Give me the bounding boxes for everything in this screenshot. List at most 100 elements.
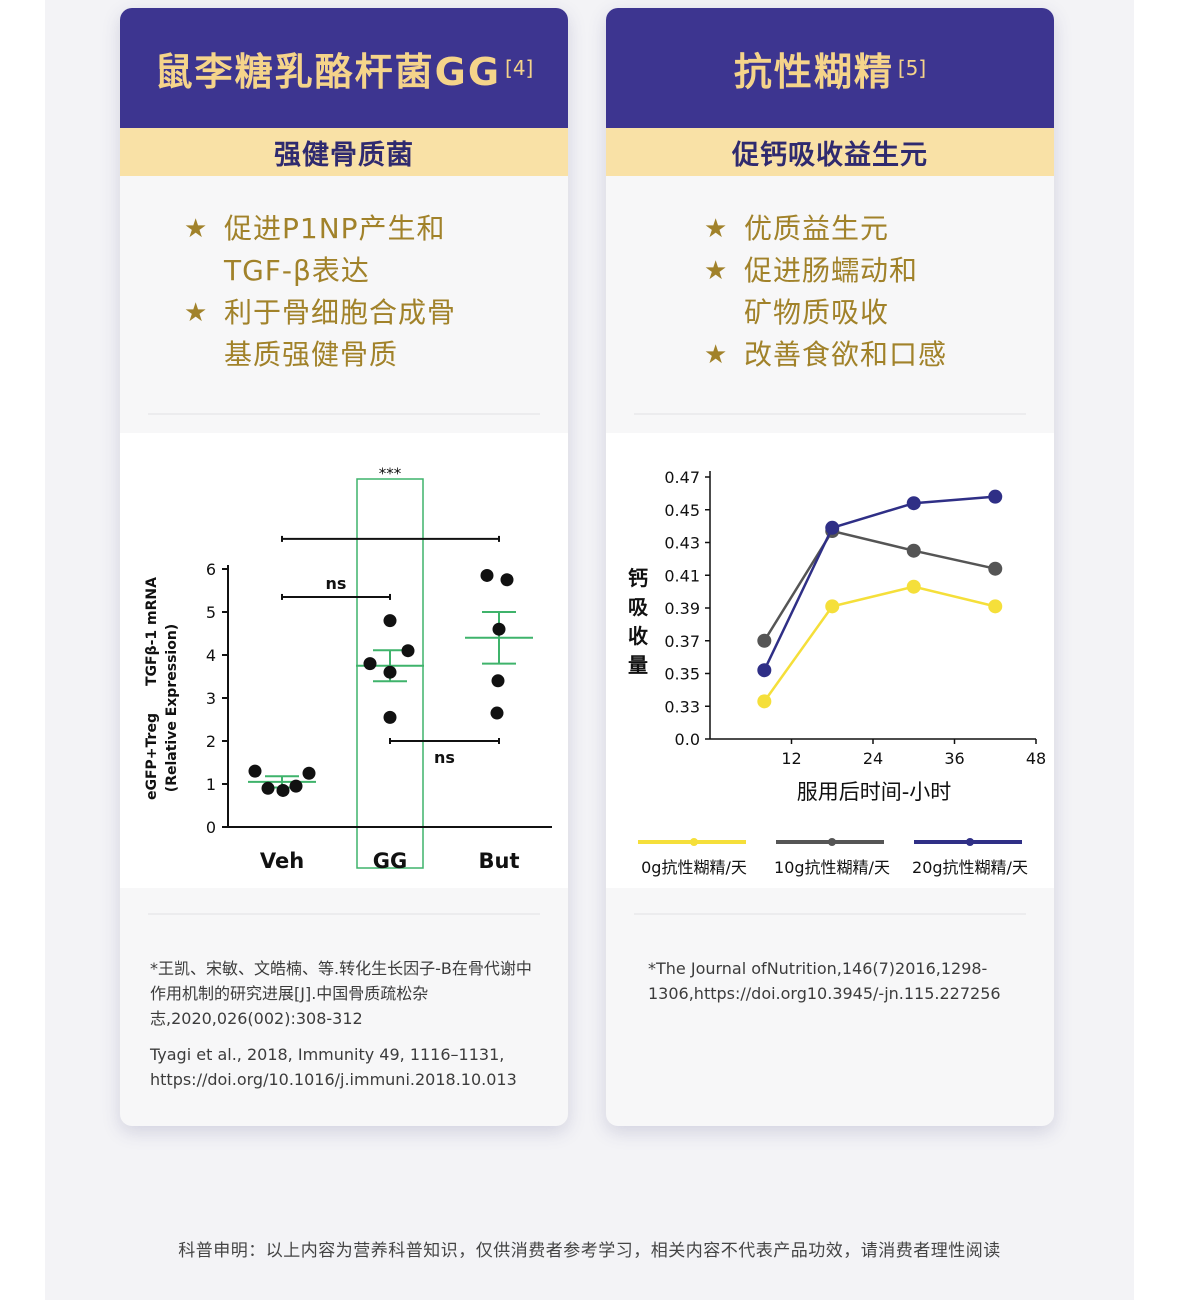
series-line [763, 585, 996, 703]
y-tick-label: 0.37 [664, 632, 700, 651]
y-tick-label: 0.33 [664, 697, 700, 716]
data-point [500, 573, 514, 587]
data-point [383, 665, 397, 679]
y-axis-label-char: 量 [628, 653, 648, 677]
y-tick-label: 0.0 [675, 730, 700, 749]
data-point [491, 674, 505, 688]
benefit-item: ★ 利于骨细胞合成骨 基质强健骨质 [184, 292, 568, 376]
data-point [480, 568, 494, 582]
y-tick-label: 3 [206, 689, 216, 708]
y-tick-label: 2 [206, 732, 216, 751]
benefit-line: 促进P1NP产生和 [224, 212, 446, 245]
star-icon: ★ [184, 298, 209, 328]
y-tick-label: 0.41 [664, 566, 700, 585]
y-axis-label-line: (Relative Expression) [164, 624, 180, 792]
card-subtitle: 促钙吸收益生元 [606, 128, 1054, 176]
legend-marker [828, 838, 836, 846]
legend-marker [966, 838, 974, 846]
y-tick-label: 0.43 [664, 534, 700, 553]
benefit-item: ★ 促进肠蠕动和 矿物质吸收 [704, 250, 1054, 334]
star-icon: ★ [704, 214, 729, 244]
data-point [363, 657, 377, 671]
data-point [383, 614, 397, 628]
reference-item: *The Journal ofNutrition,146(7)2016,1298… [648, 959, 1001, 1003]
x-tick-label: 24 [863, 749, 883, 768]
disclaimer-text: 科普申明：以上内容为营养科普知识，仅供消费者参考学习，相关内容不代表产品功效，请… [178, 1241, 1001, 1261]
y-tick-label: 0.45 [664, 501, 700, 520]
star-icon: ★ [184, 214, 209, 244]
data-point [261, 781, 275, 795]
star-icon: ★ [704, 256, 729, 286]
card-title-bar: 抗性糊精 [5] [606, 8, 1054, 128]
data-point [248, 764, 262, 778]
y-tick-label: 0.35 [664, 665, 700, 684]
data-point [988, 561, 1003, 576]
data-point [401, 644, 415, 658]
reference-item: Tyagi et al., 2018, Immunity 49, 1116–11… [150, 1045, 517, 1089]
data-point [757, 663, 772, 678]
card-subtitle: 强健骨质菌 [120, 128, 568, 176]
data-point [289, 779, 303, 793]
significance-label: ns [326, 574, 347, 593]
line-chart: 0.0 0.33 0.35 0.37 0.39 0.41 0.43 0.45 0.47 12 24 3… [628, 468, 1046, 877]
y-tick-label: 0.47 [664, 468, 700, 487]
data-point [757, 633, 772, 648]
card-title-ref: [5] [897, 56, 927, 80]
benefit-item: ★ 改善食欲和口感 [704, 334, 1054, 376]
benefit-item: ★ 优质益生元 [704, 208, 1054, 250]
legend-label: 0g抗性糊精/天 [641, 858, 747, 877]
benefit-line: 促进肠蠕动和 [744, 254, 919, 287]
series-line [763, 529, 996, 642]
y-axis-label: eGFP+Treg TGFβ-1 mRNA (Relative Expression… [144, 577, 180, 800]
data-point [906, 543, 921, 558]
x-tick-label: 12 [781, 749, 801, 768]
reference-list: *The Journal ofNutrition,146(7)2016,1298… [648, 956, 1026, 1017]
benefit-line: TGF-β表达 [224, 254, 370, 287]
data-point [988, 489, 1003, 504]
data-point [490, 706, 504, 720]
reference-list: *王凯、宋敏、文皓楠、等.转化生长因子-B在骨代谢中作用机制的研究进展[J].中… [150, 956, 540, 1103]
significance-label: *** [379, 465, 402, 483]
divider [634, 413, 1026, 415]
data-point [988, 599, 1003, 614]
y-axis-label-char: 钙 [628, 566, 648, 590]
y-tick-label: 0 [206, 818, 216, 837]
y-tick-label: 1 [206, 775, 216, 794]
divider [634, 913, 1026, 915]
card-title: 鼠李糖乳酪杆菌GG [154, 49, 502, 94]
prebiotic-card: 抗性糊精 [5] 促钙吸收益生元 ★ 优质益生元 ★ 促进肠蠕动和 矿物质吸收 ★… [606, 8, 1054, 1126]
data-point [825, 520, 840, 535]
benefit-line: 利于骨细胞合成骨 [224, 296, 457, 329]
card-title-bar: 鼠李糖乳酪杆菌GG [4] [120, 8, 568, 128]
card-title-ref: [4] [505, 56, 534, 80]
data-point [383, 710, 397, 724]
chart-panel: 0 1 2 3 4 5 6 Veh GG But eGFP+Treg TGFβ-1 mRNA (Rela… [120, 433, 568, 888]
benefit-line: 基质强健骨质 [224, 338, 399, 371]
data-point [906, 496, 921, 511]
y-axis-label-char: 吸 [628, 595, 649, 619]
data-point [825, 599, 840, 614]
benefit-list: ★ 促进P1NP产生和 TGF-β表达 ★ 利于骨细胞合成骨 基质强健骨质 [120, 208, 568, 376]
x-category-label: But [479, 849, 520, 873]
y-tick-label: 4 [206, 646, 216, 665]
star-icon: ★ [704, 340, 729, 370]
x-category-label: Veh [260, 849, 304, 873]
chart-panel: 0.0 0.33 0.35 0.37 0.39 0.41 0.43 0.45 0.47 12 24 3… [606, 433, 1054, 888]
divider [148, 913, 540, 915]
y-tick-label: 5 [206, 603, 216, 622]
legend-label: 10g抗性糊精/天 [774, 858, 890, 877]
x-category-label: GG [373, 849, 407, 873]
divider [148, 413, 540, 415]
benefit-line: 优质益生元 [744, 212, 890, 245]
benefit-line: 改善食欲和口感 [744, 338, 948, 371]
y-axis-label-char: 收 [628, 624, 648, 648]
highlight-box [356, 478, 424, 869]
legend-label: 20g抗性糊精/天 [912, 858, 1028, 877]
probiotic-card: 鼠李糖乳酪杆菌GG [4] 强健骨质菌 ★ 促进P1NP产生和 TGF-β表达 ★… [120, 8, 568, 1126]
data-point [276, 783, 290, 797]
data-point [302, 766, 316, 780]
y-axis-label-line: TGFβ-1 mRNA [144, 577, 160, 686]
legend-marker [690, 838, 698, 846]
data-point [757, 694, 772, 709]
data-point [906, 579, 921, 594]
